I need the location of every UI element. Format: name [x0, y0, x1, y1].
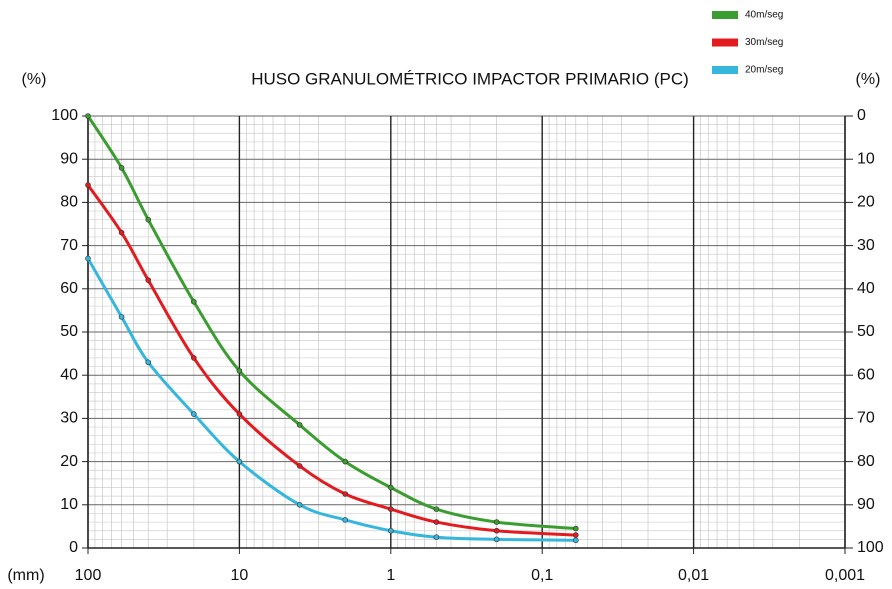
- y-tick-label: 80: [60, 194, 78, 211]
- y-tick-label: 0: [69, 539, 78, 556]
- point: [433, 506, 440, 512]
- point: [85, 255, 91, 262]
- point: [572, 525, 579, 532]
- x-tick-label: 100: [75, 567, 102, 584]
- point: [342, 491, 349, 497]
- y-tick-label: 40: [60, 366, 78, 383]
- point: [191, 355, 197, 361]
- y2-tick-label: 100: [857, 539, 884, 556]
- x-tick-label: 0,001: [825, 567, 865, 584]
- y2-tick-label: 70: [857, 410, 875, 427]
- point: [118, 229, 125, 236]
- legend-swatch: [712, 38, 738, 47]
- legend-label: 40m/seg: [745, 10, 783, 21]
- point: [493, 527, 500, 534]
- y-tick-label: 90: [60, 150, 78, 167]
- point: [493, 536, 500, 543]
- point: [145, 216, 152, 223]
- point: [342, 458, 349, 465]
- legend-swatch: [712, 11, 738, 19]
- point: [433, 519, 440, 525]
- point: [145, 359, 152, 366]
- y2-axis-label: (%): [856, 71, 881, 88]
- point: [145, 277, 152, 283]
- x-tick-label: 1: [386, 567, 395, 584]
- y2-tick-label: 30: [857, 237, 875, 254]
- point: [296, 422, 303, 428]
- legend-swatch: [712, 66, 738, 74]
- y2-tick-label: 50: [857, 323, 875, 340]
- point: [85, 113, 91, 119]
- point: [85, 182, 91, 188]
- y2-tick-label: 20: [857, 194, 875, 211]
- point: [236, 368, 243, 374]
- y-tick-label: 10: [60, 496, 78, 513]
- y-axis-label: (%): [22, 71, 47, 88]
- point: [387, 484, 394, 491]
- y2-tick-label: 40: [857, 280, 875, 297]
- point: [572, 532, 579, 538]
- series-line: [86, 115, 576, 531]
- point: [191, 298, 197, 305]
- series-line: [86, 184, 576, 537]
- y2-tick-label: 0: [857, 107, 866, 124]
- legend-label: 30m/seg: [745, 37, 783, 48]
- x-tick-label: 0,1: [531, 567, 553, 584]
- chart-title: HUSO GRANULOMÉTRICO IMPACTOR PRIMARIO (P…: [251, 69, 689, 88]
- point: [296, 463, 303, 469]
- y-tick-label: 100: [51, 107, 78, 124]
- point: [493, 519, 500, 525]
- point: [572, 537, 579, 544]
- point: [236, 458, 243, 465]
- point: [342, 517, 349, 523]
- point: [118, 314, 125, 320]
- y-tick-label: 60: [60, 280, 78, 297]
- y2-tick-label: 90: [857, 496, 875, 513]
- point: [191, 411, 197, 417]
- point: [387, 527, 394, 534]
- y2-tick-label: 60: [857, 366, 875, 383]
- y-tick-label: 20: [60, 453, 78, 470]
- y2-tick-label: 80: [857, 453, 875, 470]
- point: [387, 506, 394, 512]
- x-tick-label: 0,01: [678, 567, 709, 584]
- legend-label: 20m/seg: [745, 65, 783, 76]
- y-tick-label: 70: [60, 237, 78, 254]
- point: [433, 534, 440, 541]
- series-line: [86, 257, 576, 542]
- point: [296, 501, 303, 508]
- x-axis-label: (mm): [7, 567, 44, 584]
- x-tick-label: 10: [231, 567, 249, 584]
- y-tick-label: 30: [60, 410, 78, 427]
- point: [236, 411, 243, 417]
- y2-tick-label: 10: [857, 150, 875, 167]
- point: [118, 165, 125, 171]
- y-tick-label: 50: [60, 323, 78, 340]
